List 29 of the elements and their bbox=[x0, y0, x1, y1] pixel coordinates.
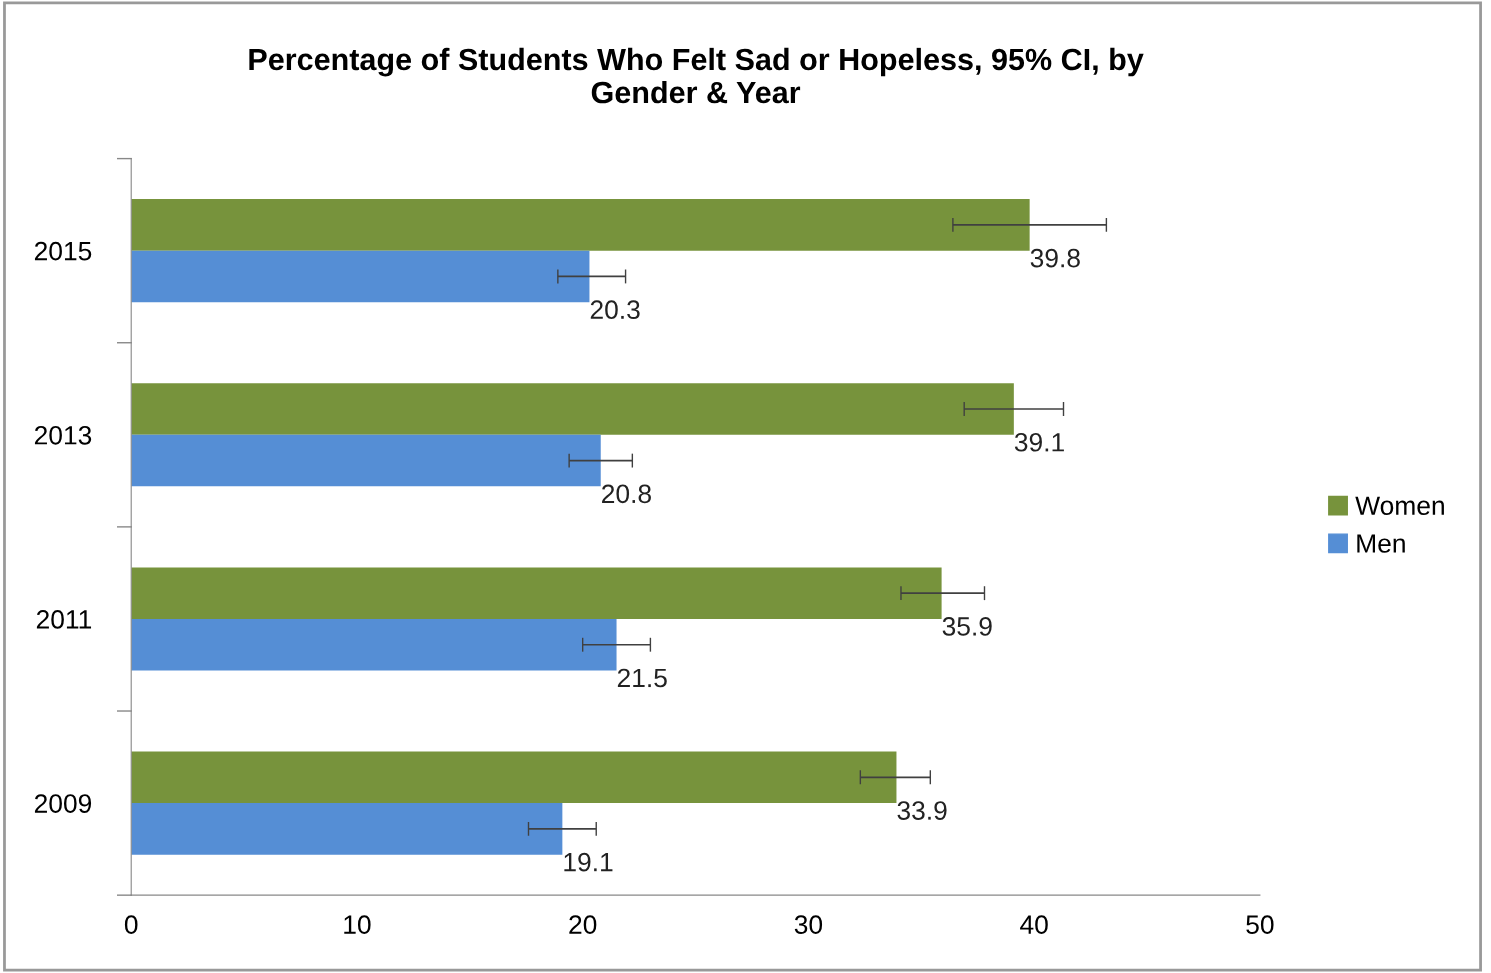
chart-title: Percentage of Students Who Felt Sad or Hopeless, 95% CI, by Gender & Year bbox=[249, 47, 1144, 104]
legend-label: Women bbox=[1355, 496, 1444, 516]
bar bbox=[131, 250, 590, 303]
x-tick-label: 20 bbox=[569, 915, 597, 934]
y-tick-label: 2013 bbox=[34, 425, 92, 445]
y-tick-label: 2015 bbox=[34, 241, 92, 261]
data-label: 21.5 bbox=[617, 668, 667, 688]
data-label: 35.9 bbox=[942, 617, 992, 636]
x-tick-label: 40 bbox=[1020, 915, 1048, 934]
data-label: 20.3 bbox=[590, 300, 640, 320]
bar bbox=[131, 383, 1014, 435]
data-label: 19.1 bbox=[564, 852, 613, 872]
x-tick-label: 50 bbox=[1246, 915, 1274, 934]
y-tick-label: 2009 bbox=[34, 794, 92, 813]
x-tick-label: 30 bbox=[794, 915, 823, 934]
bar bbox=[131, 803, 563, 855]
bar bbox=[131, 567, 942, 619]
x-tick-label: 10 bbox=[344, 915, 371, 934]
bar bbox=[131, 199, 1030, 251]
bar bbox=[131, 434, 601, 487]
x-tick-label: 0 bbox=[124, 915, 138, 934]
data-label: 20.8 bbox=[602, 484, 651, 504]
data-label: 39.1 bbox=[1014, 432, 1064, 452]
bar bbox=[131, 751, 897, 804]
data-label: 39.8 bbox=[1030, 248, 1080, 268]
y-tick-label: 2011 bbox=[36, 610, 92, 629]
bar bbox=[131, 618, 617, 671]
legend-label: Men bbox=[1357, 534, 1405, 553]
data-label: 33.9 bbox=[897, 801, 947, 820]
